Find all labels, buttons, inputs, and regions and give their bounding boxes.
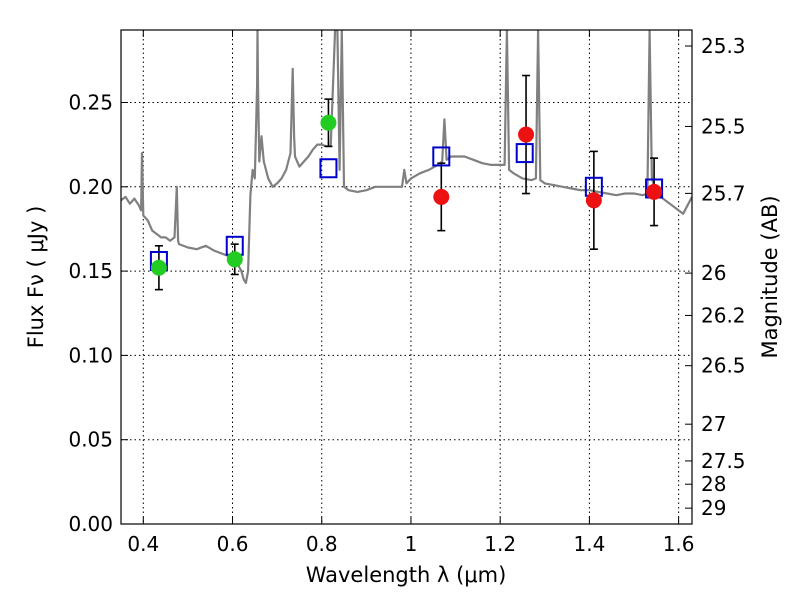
y-tick-label: 0.20: [68, 175, 113, 199]
right-axis-tick-label: 25.7: [701, 181, 746, 205]
axes: 0.4 0.6 0.8 1 1.2 1.4 1.6 0.00 0.05 0.10 0.15 0.20 0…: [68, 29, 746, 556]
x-tick-label: 1.6: [663, 532, 695, 556]
x-axis-label: Wavelength λ (μm): [306, 563, 507, 587]
y-axis-label: Flux Fν ( μJy ): [24, 206, 48, 349]
y-tick-label: 0.05: [68, 428, 113, 452]
right-axis-tick-label: 28: [701, 472, 726, 496]
right-axis-tick-label: 25.3: [701, 34, 746, 58]
data-point: [433, 188, 450, 205]
x-tick-label: 0.6: [217, 532, 249, 556]
model-point: [432, 146, 451, 167]
data-point: [226, 251, 243, 268]
right-axis-tick-label: 25.5: [701, 114, 746, 138]
data-point: [320, 114, 337, 131]
right-axis-tick-label: 27.5: [701, 449, 746, 473]
right-axis-tick-label: 27: [701, 412, 726, 436]
x-tick-label: 0.4: [127, 532, 159, 556]
x-tick-label: 1.2: [484, 532, 516, 556]
x-tick-label: 1.4: [573, 532, 605, 556]
data-point: [585, 192, 602, 209]
model-point: [319, 158, 338, 179]
right-axis-tick-label: 26.2: [701, 303, 746, 327]
right-axis-tick-label: 26: [701, 261, 726, 285]
right-axis-tick-label: 29: [701, 496, 726, 520]
y-tick-label: 0.00: [68, 512, 113, 536]
right-axis-label: Magnitude (AB): [758, 195, 782, 358]
y-tick-label: 0.15: [68, 259, 113, 283]
y-tick-label: 0.10: [68, 343, 113, 367]
data-point: [518, 126, 535, 143]
model-point: [515, 143, 534, 164]
grid: [121, 30, 692, 525]
x-tick-label: 1: [405, 532, 418, 556]
right-axis-tick-label: 26.5: [701, 354, 746, 378]
plot-area: [121, 30, 692, 291]
x-tick-label: 0.8: [306, 532, 338, 556]
y-tick-label: 0.25: [68, 90, 113, 114]
data-point: [646, 183, 663, 200]
plot-frame: [120, 29, 693, 525]
data-point: [150, 259, 167, 276]
spectrum-line: [121, 30, 692, 284]
